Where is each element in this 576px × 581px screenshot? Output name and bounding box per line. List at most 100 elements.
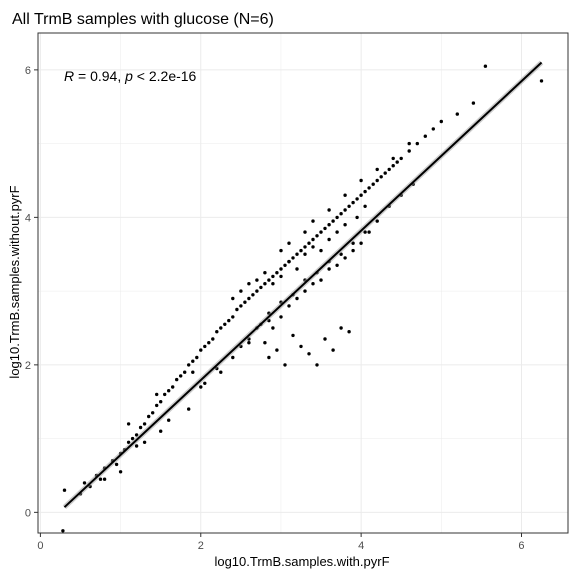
data-point bbox=[138, 425, 143, 430]
data-point bbox=[391, 156, 395, 161]
data-point bbox=[62, 488, 67, 492]
data-point bbox=[415, 141, 419, 146]
data-point bbox=[211, 337, 215, 341]
data-point bbox=[387, 167, 391, 172]
data-point bbox=[343, 223, 347, 227]
data-point bbox=[327, 237, 331, 242]
data-point bbox=[98, 477, 103, 481]
data-point bbox=[215, 330, 219, 334]
data-point bbox=[355, 215, 359, 220]
panel-border bbox=[37, 32, 569, 534]
data-point bbox=[375, 167, 379, 172]
data-point bbox=[267, 278, 271, 282]
data-point bbox=[347, 204, 351, 208]
data-point bbox=[82, 481, 87, 485]
data-point bbox=[339, 326, 343, 330]
data-point bbox=[287, 241, 291, 245]
x-tick-label: 4 bbox=[358, 540, 364, 552]
data-point bbox=[199, 348, 203, 352]
y-tick-label: 0 bbox=[25, 507, 31, 519]
data-point bbox=[155, 392, 159, 397]
data-point bbox=[291, 256, 295, 260]
data-point bbox=[311, 282, 315, 286]
data-point bbox=[271, 274, 275, 279]
data-point bbox=[359, 241, 363, 245]
data-point bbox=[395, 160, 399, 164]
data-point bbox=[191, 359, 195, 363]
data-point bbox=[191, 370, 195, 374]
data-point bbox=[61, 529, 65, 533]
data-point bbox=[271, 282, 275, 286]
data-point bbox=[151, 411, 155, 415]
data-point bbox=[263, 282, 267, 286]
data-point bbox=[114, 462, 119, 467]
data-point bbox=[351, 248, 355, 253]
data-point bbox=[259, 285, 263, 290]
data-point bbox=[147, 414, 151, 419]
y-tick-label: 2 bbox=[25, 360, 31, 372]
data-point bbox=[207, 341, 211, 345]
data-point bbox=[343, 256, 347, 260]
data-point bbox=[319, 248, 323, 253]
data-point bbox=[251, 293, 255, 297]
y-tick-label: 4 bbox=[25, 212, 31, 224]
data-point bbox=[287, 304, 291, 308]
data-point bbox=[539, 79, 544, 83]
data-point bbox=[363, 230, 367, 234]
data-point bbox=[295, 267, 299, 271]
data-point bbox=[307, 352, 311, 356]
data-point bbox=[175, 377, 179, 382]
data-point bbox=[343, 193, 347, 197]
data-point bbox=[187, 407, 191, 411]
x-tick-label: 2 bbox=[198, 540, 204, 552]
data-point bbox=[279, 315, 283, 319]
data-point bbox=[126, 440, 131, 444]
data-point bbox=[315, 234, 319, 238]
data-point bbox=[315, 363, 319, 367]
data-point bbox=[311, 237, 315, 242]
x-axis-title: log10.TrmB.samples.with.pyrF bbox=[214, 554, 389, 569]
x-tick-label: 0 bbox=[37, 540, 43, 552]
data-point bbox=[187, 363, 191, 367]
data-point bbox=[159, 400, 163, 404]
data-point bbox=[295, 296, 299, 301]
data-point bbox=[163, 392, 167, 397]
data-point bbox=[311, 219, 315, 223]
data-point bbox=[383, 171, 387, 175]
correlation-annotation: R = 0.94, p < 2.2e-16 bbox=[64, 68, 197, 84]
annotation-value: < 2.2e-16 bbox=[133, 68, 197, 84]
data-point bbox=[299, 344, 303, 349]
data-point bbox=[303, 289, 307, 293]
data-point bbox=[407, 149, 411, 153]
annotation-symbol: R bbox=[64, 68, 74, 84]
data-point bbox=[311, 245, 315, 249]
data-point bbox=[367, 186, 371, 190]
data-point bbox=[379, 175, 383, 179]
data-point bbox=[335, 230, 339, 234]
data-point bbox=[267, 355, 271, 360]
data-point bbox=[439, 119, 443, 124]
data-point bbox=[142, 440, 147, 444]
data-point bbox=[227, 318, 231, 323]
data-point bbox=[391, 164, 395, 168]
data-point bbox=[179, 374, 183, 378]
data-point bbox=[275, 271, 279, 275]
data-point bbox=[331, 219, 335, 223]
data-point bbox=[195, 355, 199, 360]
y-axis-title: log10.TrmB.samples.without.pyrF bbox=[7, 185, 22, 378]
data-point bbox=[167, 389, 171, 393]
data-point bbox=[363, 204, 367, 208]
data-point bbox=[247, 296, 251, 301]
data-point bbox=[134, 444, 139, 448]
data-point bbox=[271, 326, 275, 330]
annotation-symbol: p bbox=[124, 68, 133, 84]
data-point bbox=[239, 289, 243, 293]
data-point bbox=[375, 219, 379, 223]
data-point bbox=[483, 64, 488, 68]
data-point bbox=[327, 208, 331, 212]
data-point bbox=[335, 263, 339, 267]
data-point bbox=[371, 182, 375, 186]
data-point bbox=[319, 230, 323, 234]
data-point bbox=[279, 248, 283, 253]
